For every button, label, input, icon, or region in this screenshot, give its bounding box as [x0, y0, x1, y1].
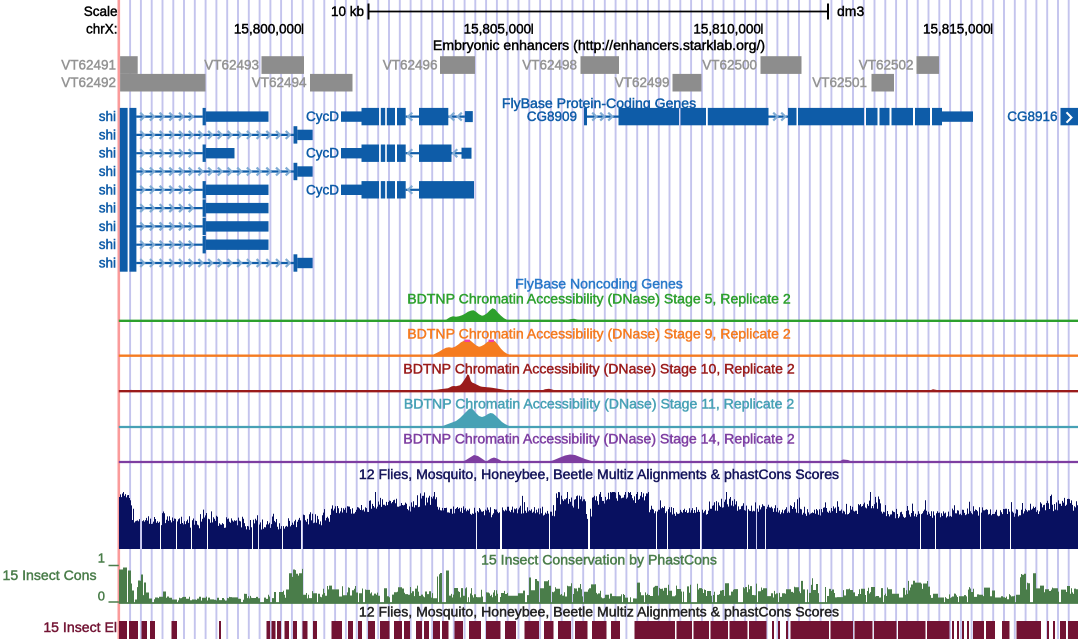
svg-text:VT62500: VT62500: [702, 58, 757, 73]
svg-text:VT62494: VT62494: [252, 75, 307, 90]
svg-text:15,805,000: 15,805,000: [464, 22, 532, 37]
svg-text:shi: shi: [99, 201, 116, 216]
svg-text:shi: shi: [99, 109, 116, 124]
svg-text:VT62493: VT62493: [204, 58, 259, 73]
svg-text:shi: shi: [99, 146, 116, 161]
svg-text:CycD: CycD: [306, 182, 339, 197]
svg-text:1: 1: [98, 551, 105, 566]
svg-text:FlyBase Protein-Coding Genes: FlyBase Protein-Coding Genes: [502, 95, 696, 111]
svg-text:dm3: dm3: [837, 3, 864, 19]
svg-text:CG8909: CG8909: [527, 109, 577, 124]
svg-text:15 Insect Cons: 15 Insect Cons: [2, 567, 96, 583]
svg-text:15,815,000: 15,815,000: [923, 22, 991, 37]
svg-text:15,800,000: 15,800,000: [234, 22, 302, 37]
svg-text:BDTNP Chromatin Accessibility: BDTNP Chromatin Accessibility (DNase) St…: [407, 326, 791, 342]
svg-text:shi: shi: [99, 164, 116, 179]
svg-text:CG8916: CG8916: [1007, 109, 1057, 124]
svg-text:BDTNP Chromatin Accessibility: BDTNP Chromatin Accessibility (DNase) St…: [404, 396, 795, 412]
svg-text:BDTNP Chromatin Accessibility: BDTNP Chromatin Accessibility (DNase) St…: [407, 291, 791, 307]
svg-text:15,810,000: 15,810,000: [693, 22, 761, 37]
svg-text:shi: shi: [99, 219, 116, 234]
svg-text:VT62491: VT62491: [61, 58, 116, 73]
svg-text:0: 0: [98, 589, 105, 604]
svg-text:VT62501: VT62501: [812, 75, 867, 90]
svg-text:shi: shi: [99, 256, 116, 271]
svg-text:BDTNP Chromatin Accessibility: BDTNP Chromatin Accessibility (DNase) St…: [403, 431, 795, 447]
svg-text:VT62492: VT62492: [61, 75, 116, 90]
svg-text:BDTNP Chromatin Accessibility: BDTNP Chromatin Accessibility (DNase) St…: [403, 361, 795, 377]
svg-text:shi: shi: [99, 182, 116, 197]
svg-text:CycD: CycD: [306, 146, 339, 161]
svg-text:Embryonic enhancers (http://en: Embryonic enhancers (http://enhancers.st…: [433, 37, 765, 53]
svg-text:10 kb: 10 kb: [331, 4, 364, 19]
svg-text:CycD: CycD: [306, 109, 339, 124]
svg-text:VT62498: VT62498: [522, 58, 577, 73]
svg-text:VT62502: VT62502: [859, 58, 914, 73]
svg-text:15 Insect El: 15 Insect El: [43, 619, 117, 635]
svg-text:FlyBase Noncoding Genes: FlyBase Noncoding Genes: [515, 276, 683, 292]
svg-text:chrX:: chrX:: [86, 22, 118, 37]
svg-text:12 Flies, Mosquito, Honeybee,: 12 Flies, Mosquito, Honeybee, Beetle Mul…: [359, 466, 839, 482]
svg-text:12 Flies, Mosquito, Honeybee,: 12 Flies, Mosquito, Honeybee, Beetle Mul…: [359, 604, 839, 620]
svg-text:Scale: Scale: [84, 4, 118, 19]
svg-text:shi: shi: [99, 237, 116, 252]
svg-text:VT62496: VT62496: [383, 58, 438, 73]
svg-text:15 Insect Conservation by Phas: 15 Insect Conservation by PhastCons: [481, 552, 717, 568]
svg-text:shi: shi: [99, 127, 116, 142]
svg-text:VT62499: VT62499: [615, 75, 670, 90]
